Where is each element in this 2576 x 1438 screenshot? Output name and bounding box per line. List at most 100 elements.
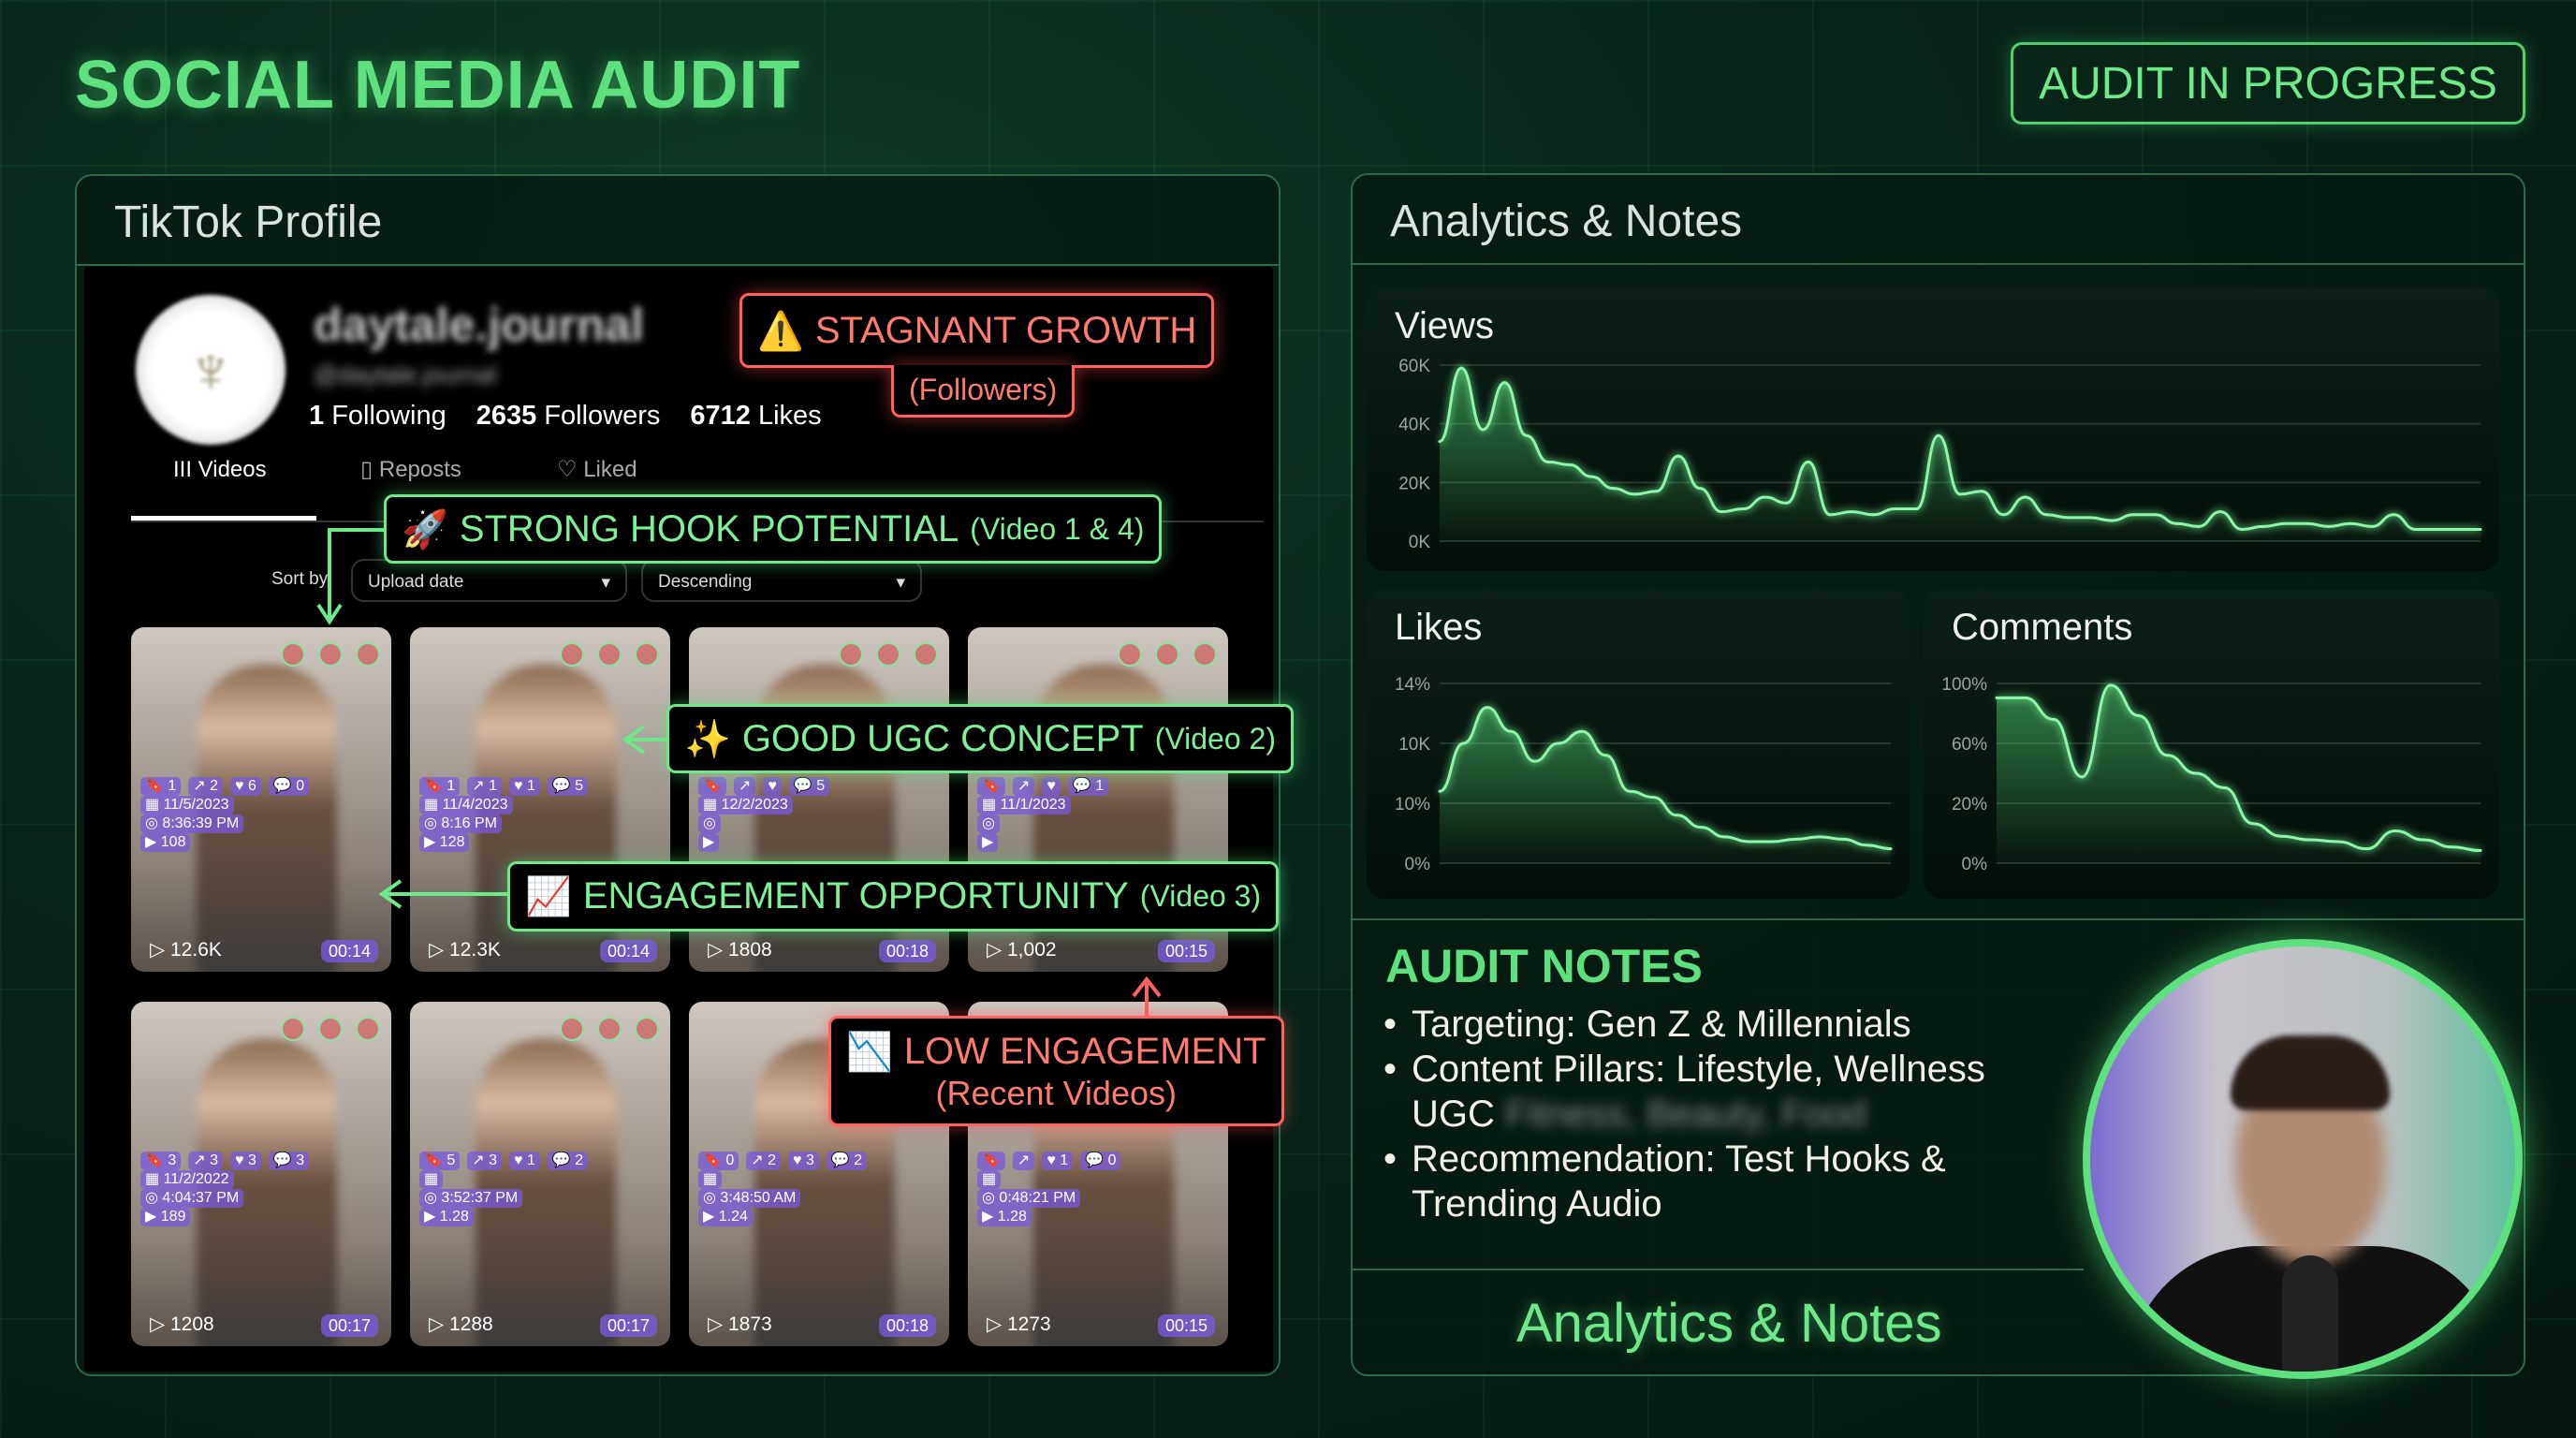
share-icon: ↗ [472, 1152, 485, 1168]
data-point [2045, 513, 2049, 517]
bookmark-icon: 🔖 [982, 1152, 1001, 1168]
likes-chart-card: Likes 0% 10% 10K 14% [1367, 590, 1910, 899]
chart-title: Comments [1952, 607, 2133, 648]
calendar-icon: ▦ [982, 797, 997, 813]
bookmark-icon: 🔖 [145, 778, 164, 794]
status-icon [876, 642, 900, 667]
stat-bookmark: 🔖 [698, 777, 726, 796]
data-point [1698, 487, 1702, 491]
tab-liked[interactable]: ♡ Liked [557, 457, 637, 482]
microphone [2282, 1255, 2338, 1372]
series-line [1439, 366, 2481, 531]
stat-heart: ♥ 3 [788, 1152, 819, 1170]
data-point [1486, 706, 1489, 710]
tab-reposts[interactable]: ▯ Reposts [360, 457, 461, 482]
data-point [1481, 428, 1485, 432]
callout-engagement-opportunity: 📈 ENGAGEMENT OPPORTUNITY (Video 3) [507, 861, 1280, 932]
data-point [2479, 527, 2482, 531]
data-point [1509, 729, 1513, 733]
repost-icon: ▯ [360, 457, 379, 482]
comment-icon: 💬 [272, 1152, 292, 1168]
rocket-icon: 🚀 [402, 508, 448, 550]
y-tick-label: 0% [1962, 855, 1988, 874]
stat-play: ▶ 189 [140, 1208, 191, 1226]
arrow-ugc [622, 725, 666, 755]
comment-icon: 💬 [551, 1152, 571, 1168]
tab-videos[interactable]: III Videos [173, 457, 267, 482]
views-chart-card: Views 0K 20K 40K 60K [1367, 288, 2499, 571]
data-point [1589, 475, 1593, 478]
profile-avatar[interactable]: ♆ [136, 295, 285, 445]
heart-icon: ♥ [235, 778, 244, 794]
arrow-low [1132, 976, 1162, 1016]
view-count: ▷ 1808 [708, 939, 772, 961]
clock-icon: ◎ [424, 815, 437, 831]
sort-label: Sort by: [271, 569, 333, 589]
heart-icon: ♥ [768, 778, 777, 794]
stat-clock: ◎ 8:16 PM [419, 814, 503, 833]
stat-heart: ♥ [1042, 777, 1061, 796]
stat-play: ▶ 1.24 [698, 1208, 753, 1226]
heart-icon: ♥ [235, 1152, 244, 1168]
data-point [2240, 527, 2244, 531]
stat-share: ↗ [1012, 1152, 1035, 1170]
stat-clock: ◎ 3:52:37 PM [419, 1189, 523, 1208]
video-tile[interactable]: 🔖 3 ↗ 3 ♥ 3 💬 3 ▦ 11/2/2022 ◎ 4:04:37 PM ▶ 189… [131, 1002, 391, 1346]
data-point [2436, 527, 2439, 531]
play-icon: ▶ [982, 834, 994, 850]
status-icon [839, 642, 863, 667]
data-point [2261, 524, 2265, 528]
profile-stats: 1 Following 2635 Followers 6712 Likes [309, 401, 822, 432]
data-point [2110, 519, 2114, 522]
y-tick-label: 100% [1941, 675, 1987, 695]
data-point [1557, 741, 1560, 745]
stat-calendar: ▦ [698, 1170, 723, 1189]
views-chart: 0K 20K 40K 60K [1398, 357, 2482, 552]
status-icon [597, 642, 622, 667]
stat-comment: 💬 0 [1080, 1152, 1121, 1170]
stat-calendar: ▦ 12/2/2023 [698, 796, 793, 814]
stat-comment: 💬 5 [547, 777, 589, 796]
data-point [2088, 516, 2092, 520]
comments-chart-card: Comments 0% 20% 60% 100% [1924, 590, 2499, 899]
clock-icon: ◎ [982, 815, 995, 831]
data-point [1720, 510, 1723, 514]
data-point [1741, 507, 1745, 511]
video-tile[interactable]: 🔖 1 ↗ 2 ♥ 6 💬 0 ▦ 11/5/2023 ◎ 8:36:39 PM ▶ 108… [131, 627, 391, 972]
status-icon [1118, 642, 1142, 667]
data-point [1770, 840, 1774, 844]
stat-heart: ♥ 1 [509, 1152, 540, 1170]
data-point [1676, 454, 1680, 458]
status-icon [560, 642, 584, 667]
video-stats-overlay: 🔖 ↗ ♥ 1 💬 0 ▦ ◎ 0:48:21 PM ▶ 1.28 [977, 1152, 1219, 1226]
share-icon: ↗ [193, 778, 206, 794]
following-stat[interactable]: 1 Following [309, 401, 446, 431]
share-icon: ↗ [738, 778, 752, 794]
likes-chart: 0% 10% 10K 14% [1395, 675, 1893, 874]
data-point [1655, 490, 1659, 493]
stat-bookmark: 🔖 [977, 777, 1005, 796]
bookmark-icon: 🔖 [703, 778, 722, 794]
data-point [2327, 524, 2331, 528]
video-duration: 00:15 [1157, 1314, 1215, 1337]
stat-play: ▶ 108 [140, 833, 191, 852]
followers-stat[interactable]: 2635 Followers [476, 401, 661, 431]
share-icon: ↗ [193, 1152, 206, 1168]
stat-comment: 💬 3 [268, 1152, 310, 1170]
video-tile[interactable]: 🔖 5 ↗ 3 ♥ 1 💬 2 ▦ ◎ 3:52:37 PM ▶ 1.28 ▷ 1288 00… [410, 1002, 670, 1346]
divider [77, 264, 1279, 266]
play-icon: ▷ [150, 1313, 166, 1335]
stat-comment: 💬 2 [547, 1152, 589, 1170]
comment-icon: 💬 [1085, 1152, 1105, 1168]
data-point [2336, 840, 2340, 844]
view-count: ▷ 1288 [429, 1313, 493, 1335]
stat-bookmark: 🔖 [977, 1152, 1005, 1170]
view-count: ▷ 12.6K [150, 939, 222, 961]
status-icon [1155, 642, 1179, 667]
video-duration: 00:14 [320, 940, 378, 962]
stat-clock: ◎ 8:36:39 PM [140, 814, 244, 833]
data-point [2305, 521, 2309, 525]
clock-icon: ◎ [424, 1190, 437, 1206]
data-point [2457, 527, 2461, 531]
